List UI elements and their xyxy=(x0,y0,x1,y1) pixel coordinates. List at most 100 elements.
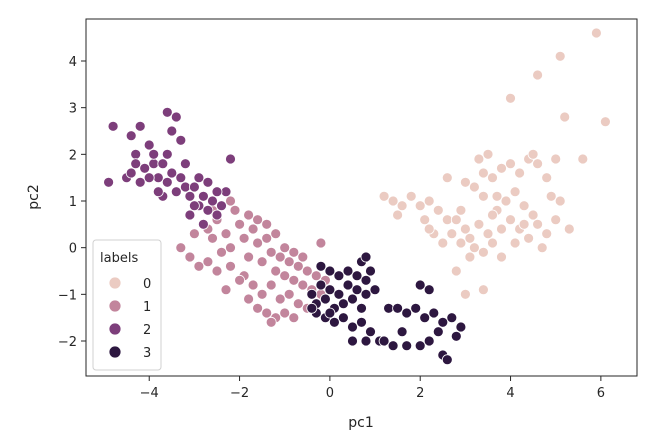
data-point-series-0 xyxy=(405,190,417,202)
data-point-series-1 xyxy=(225,195,236,207)
data-point-series-2 xyxy=(202,204,214,216)
data-point-series-0 xyxy=(559,111,571,123)
data-point-series-0 xyxy=(419,214,431,226)
data-point-series-1 xyxy=(270,228,282,240)
legend-entry-3: 3 xyxy=(108,345,151,361)
data-point-series-3 xyxy=(333,288,345,300)
data-point-series-2 xyxy=(139,162,151,174)
data-point-series-3 xyxy=(342,279,354,291)
data-point-series-1 xyxy=(211,265,223,277)
data-point-series-2 xyxy=(170,111,182,123)
legend-box xyxy=(92,239,162,371)
data-point-series-3 xyxy=(324,265,336,277)
data-point-series-3 xyxy=(432,326,444,338)
data-point-series-2 xyxy=(211,209,223,221)
data-point-series-0 xyxy=(554,50,566,62)
data-point-series-0 xyxy=(487,237,498,249)
data-point-series-0 xyxy=(554,195,566,207)
data-point-series-3 xyxy=(392,302,404,314)
data-point-series-3 xyxy=(360,335,372,347)
data-point-series-2 xyxy=(179,181,191,193)
legend: labels 0 1 2 3 xyxy=(92,239,162,371)
data-point-series-1 xyxy=(175,242,187,254)
data-point-series-1 xyxy=(292,260,304,272)
data-point-series-3 xyxy=(437,316,449,328)
data-point-series-0 xyxy=(414,200,426,212)
data-point-series-3 xyxy=(401,307,413,319)
data-point-series-1 xyxy=(216,246,227,258)
data-point-series-0 xyxy=(459,176,471,188)
data-point-series-0 xyxy=(477,190,489,202)
data-point-series-1 xyxy=(193,260,205,272)
data-point-series-0 xyxy=(450,265,462,277)
data-point-series-3 xyxy=(315,279,327,291)
y-tick-label: −1 xyxy=(58,288,77,303)
data-point-series-3 xyxy=(365,265,376,277)
y-tick-label: 3 xyxy=(69,102,77,117)
data-point-series-0 xyxy=(496,223,507,235)
legend-marker-3 xyxy=(108,345,122,359)
data-point-series-3 xyxy=(337,312,349,324)
data-point-series-2 xyxy=(143,172,155,184)
data-point-series-0 xyxy=(392,209,404,221)
data-point-series-3 xyxy=(347,293,358,305)
data-point-series-0 xyxy=(396,200,408,212)
data-point-series-2 xyxy=(161,176,173,188)
data-point-series-2 xyxy=(197,190,209,202)
data-point-series-0 xyxy=(541,228,553,240)
data-point-series-0 xyxy=(577,153,589,165)
x-tick-label: 0 xyxy=(326,386,334,401)
data-point-series-1 xyxy=(234,218,246,230)
data-point-series-1 xyxy=(310,270,322,282)
data-point-series-0 xyxy=(550,153,562,165)
data-point-series-3 xyxy=(383,302,395,314)
legend-label-2: 2 xyxy=(143,323,151,338)
data-point-series-1 xyxy=(247,223,259,235)
data-point-series-1 xyxy=(252,237,264,249)
data-point-series-0 xyxy=(482,148,494,160)
x-tick-label: 2 xyxy=(416,386,424,401)
data-point-series-0 xyxy=(477,246,489,258)
data-point-series-0 xyxy=(505,214,516,226)
data-point-series-1 xyxy=(225,260,236,272)
data-point-series-3 xyxy=(446,312,458,324)
data-point-series-3 xyxy=(365,326,376,338)
data-point-series-0 xyxy=(491,190,503,202)
data-point-series-2 xyxy=(175,172,187,184)
data-point-series-0 xyxy=(536,242,548,254)
data-point-series-2 xyxy=(188,200,200,212)
data-point-series-3 xyxy=(315,260,327,272)
data-point-series-0 xyxy=(509,237,521,249)
data-point-series-2 xyxy=(157,158,169,170)
data-point-series-2 xyxy=(193,172,205,184)
y-tick-label: 0 xyxy=(69,242,77,257)
data-point-series-2 xyxy=(216,200,227,212)
data-point-series-3 xyxy=(351,284,363,296)
data-point-series-2 xyxy=(184,190,196,202)
data-point-series-0 xyxy=(527,148,539,160)
data-point-series-3 xyxy=(360,274,372,286)
legend-marker-0 xyxy=(108,276,122,290)
data-point-series-2 xyxy=(184,209,196,221)
data-point-series-0 xyxy=(527,209,539,221)
data-point-series-0 xyxy=(464,232,476,244)
data-point-series-1 xyxy=(229,204,241,216)
data-point-series-0 xyxy=(487,209,498,221)
data-point-series-1 xyxy=(261,232,273,244)
data-point-series-1 xyxy=(202,256,214,268)
data-point-series-0 xyxy=(477,167,489,179)
y-axis-ticks: −2 −1 0 1 2 3 4 xyxy=(58,55,86,350)
data-point-series-3 xyxy=(306,288,318,300)
data-point-series-0 xyxy=(514,167,525,179)
data-point-series-0 xyxy=(563,223,575,235)
data-point-series-1 xyxy=(279,307,291,319)
data-point-series-2 xyxy=(152,186,164,198)
data-point-series-3 xyxy=(378,335,390,347)
data-point-series-2 xyxy=(225,153,236,165)
x-tick-label: −2 xyxy=(230,386,249,401)
data-point-series-3 xyxy=(324,307,336,319)
data-point-series-3 xyxy=(387,340,399,352)
data-point-series-0 xyxy=(437,237,449,249)
data-point-series-3 xyxy=(396,326,408,338)
